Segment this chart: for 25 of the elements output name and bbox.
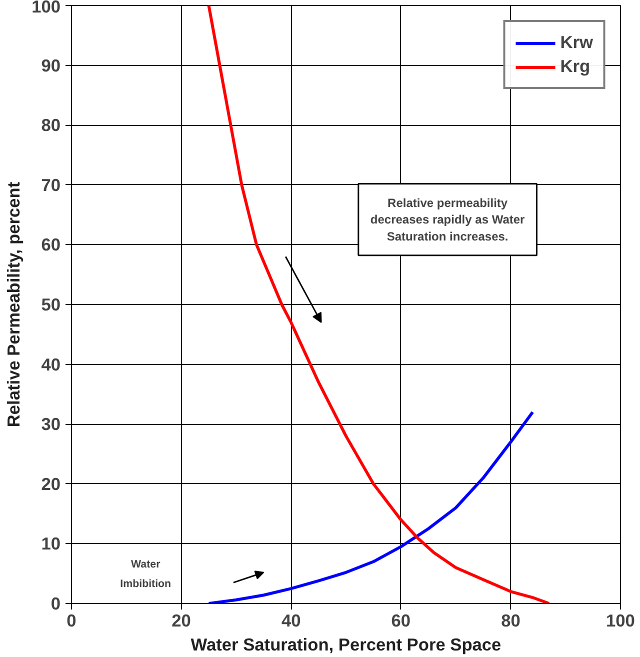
annotation: Relative permeability decreases rapidly as Water Saturation increases. (370, 196, 526, 244)
line-series (207, 6, 551, 604)
y-tick-label: 100 (32, 0, 61, 16)
annotation: Water Imbibition (120, 558, 172, 590)
x-tick-label: 0 (66, 610, 76, 630)
x-tick-label: 80 (501, 610, 520, 630)
y-tick-label: 0 (50, 594, 61, 614)
y-tick-label: 90 (41, 55, 61, 76)
line-series (207, 410, 534, 604)
y-tick-label: 10 (41, 534, 61, 554)
y-tick-label: 50 (41, 294, 61, 314)
y-tick-label: 30 (41, 414, 61, 434)
y-tick-label: 40 (41, 354, 61, 374)
legend-label: Krg (560, 56, 590, 77)
x-tick-label: 20 (172, 610, 191, 630)
y-tick-label: 70 (41, 174, 61, 195)
x-tick-label: 60 (391, 610, 411, 630)
x-tick-label: 40 (281, 610, 301, 630)
y-tick-label: 80 (41, 115, 61, 136)
y-tick-label: 60 (41, 234, 61, 255)
x-tick-label: 100 (606, 610, 635, 630)
y-tick-label: 20 (41, 474, 61, 494)
legend-label: Krw (560, 32, 593, 53)
x-axis-title: Water Saturation, Percent Pore Space (190, 634, 502, 654)
y-axis-title: Relative Permeability, percent (4, 182, 24, 428)
